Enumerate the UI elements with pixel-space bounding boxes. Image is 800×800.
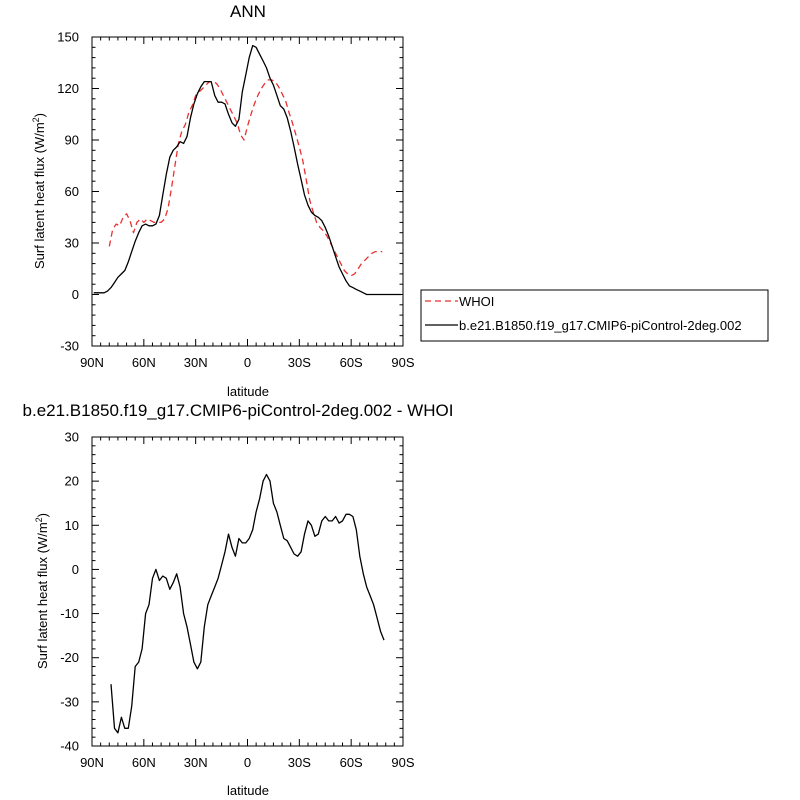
x-tick-label: 60N	[132, 355, 156, 370]
y-tick-label: -30	[60, 339, 79, 354]
data-lines	[110, 473, 385, 734]
plot-frame	[91, 36, 404, 347]
x-tick-label: 90N	[80, 355, 104, 370]
y-tick-label: 30	[65, 430, 79, 445]
x-tick-label: 30N	[184, 755, 208, 770]
y-axis-label: Surf latent heat flux (W/m2)	[34, 513, 50, 669]
y-tick-label: 150	[57, 30, 79, 45]
x-axis-label: latitude	[227, 384, 269, 399]
y-tick-label: -40	[60, 739, 79, 754]
chart-title: b.e21.B1850.f19_g17.CMIP6-piControl-2deg…	[23, 401, 454, 420]
y-axis-label-main: Surf latent heat flux (W/m	[32, 122, 47, 269]
x-tick-label: 90N	[80, 755, 104, 770]
series-line-whoi	[108, 79, 383, 277]
y-tick-label: -10	[60, 606, 79, 621]
series-line-model	[93, 44, 402, 296]
legend: WHOI b.e21.B1850.f19_g17.CMIP6-piControl…	[420, 289, 769, 342]
tick-labels: 90N 60N 30N 0 30S 60S 90S -40 -30 -20 -10 0 10 20 30	[60, 430, 415, 771]
y-tick-label: 90	[65, 133, 79, 148]
chart-annual-latent-heat-flux: ANN 90N 60N 30N 0 30S 60S 90S-300306090120150 …	[31, 2, 769, 399]
tick-labels: 90N 60N 30N 0 30S 60S 90S -30 0 30 60 90 120 150	[57, 30, 415, 371]
y-axis-label-end: )	[35, 513, 50, 517]
x-tick-label: 90S	[391, 355, 414, 370]
y-tick-label: 10	[65, 518, 79, 533]
legend-box	[420, 289, 769, 342]
x-tick-label: 60S	[340, 355, 363, 370]
y-tick-label: 20	[65, 474, 79, 489]
x-axis-label: latitude	[227, 783, 269, 798]
x-tick-label: 30S	[288, 355, 311, 370]
data-lines	[93, 44, 402, 296]
chart-difference-latent-heat-flux: b.e21.B1850.f19_g17.CMIP6-piControl-2deg…	[23, 401, 454, 798]
x-tick-label: 0	[244, 355, 251, 370]
x-tick-label: 30S	[288, 755, 311, 770]
plot-frame	[91, 436, 404, 747]
x-tick-label: 60N	[132, 755, 156, 770]
chart-title: ANN	[230, 2, 266, 21]
y-tick-label: -30	[60, 694, 79, 709]
y-tick-label: 30	[65, 236, 79, 251]
y-axis-label: Surf latent heat flux (W/m2)	[31, 113, 47, 269]
x-tick-label: 0	[244, 755, 251, 770]
y-axis-label-superscript: 2	[34, 517, 44, 522]
y-axis-label-superscript: 2	[31, 117, 41, 122]
y-tick-label: -20	[60, 650, 79, 665]
x-tick-label: 30N	[184, 355, 208, 370]
y-axis-label-main: Surf latent heat flux (W/m	[35, 522, 50, 669]
x-tick-label: 90S	[391, 755, 414, 770]
y-tick-label: 0	[72, 562, 79, 577]
legend-label-model: b.e21.B1850.f19_g17.CMIP6-piControl-2deg…	[459, 318, 742, 333]
y-axis-label-end: )	[32, 113, 47, 117]
ticks	[91, 36, 404, 347]
y-tick-label: 120	[57, 81, 79, 96]
y-tick-label: 0	[72, 287, 79, 302]
y-tick-label: 60	[65, 184, 79, 199]
x-tick-label: 60S	[340, 755, 363, 770]
legend-label-whoi: WHOI	[459, 294, 494, 309]
series-line-difference	[110, 473, 385, 734]
